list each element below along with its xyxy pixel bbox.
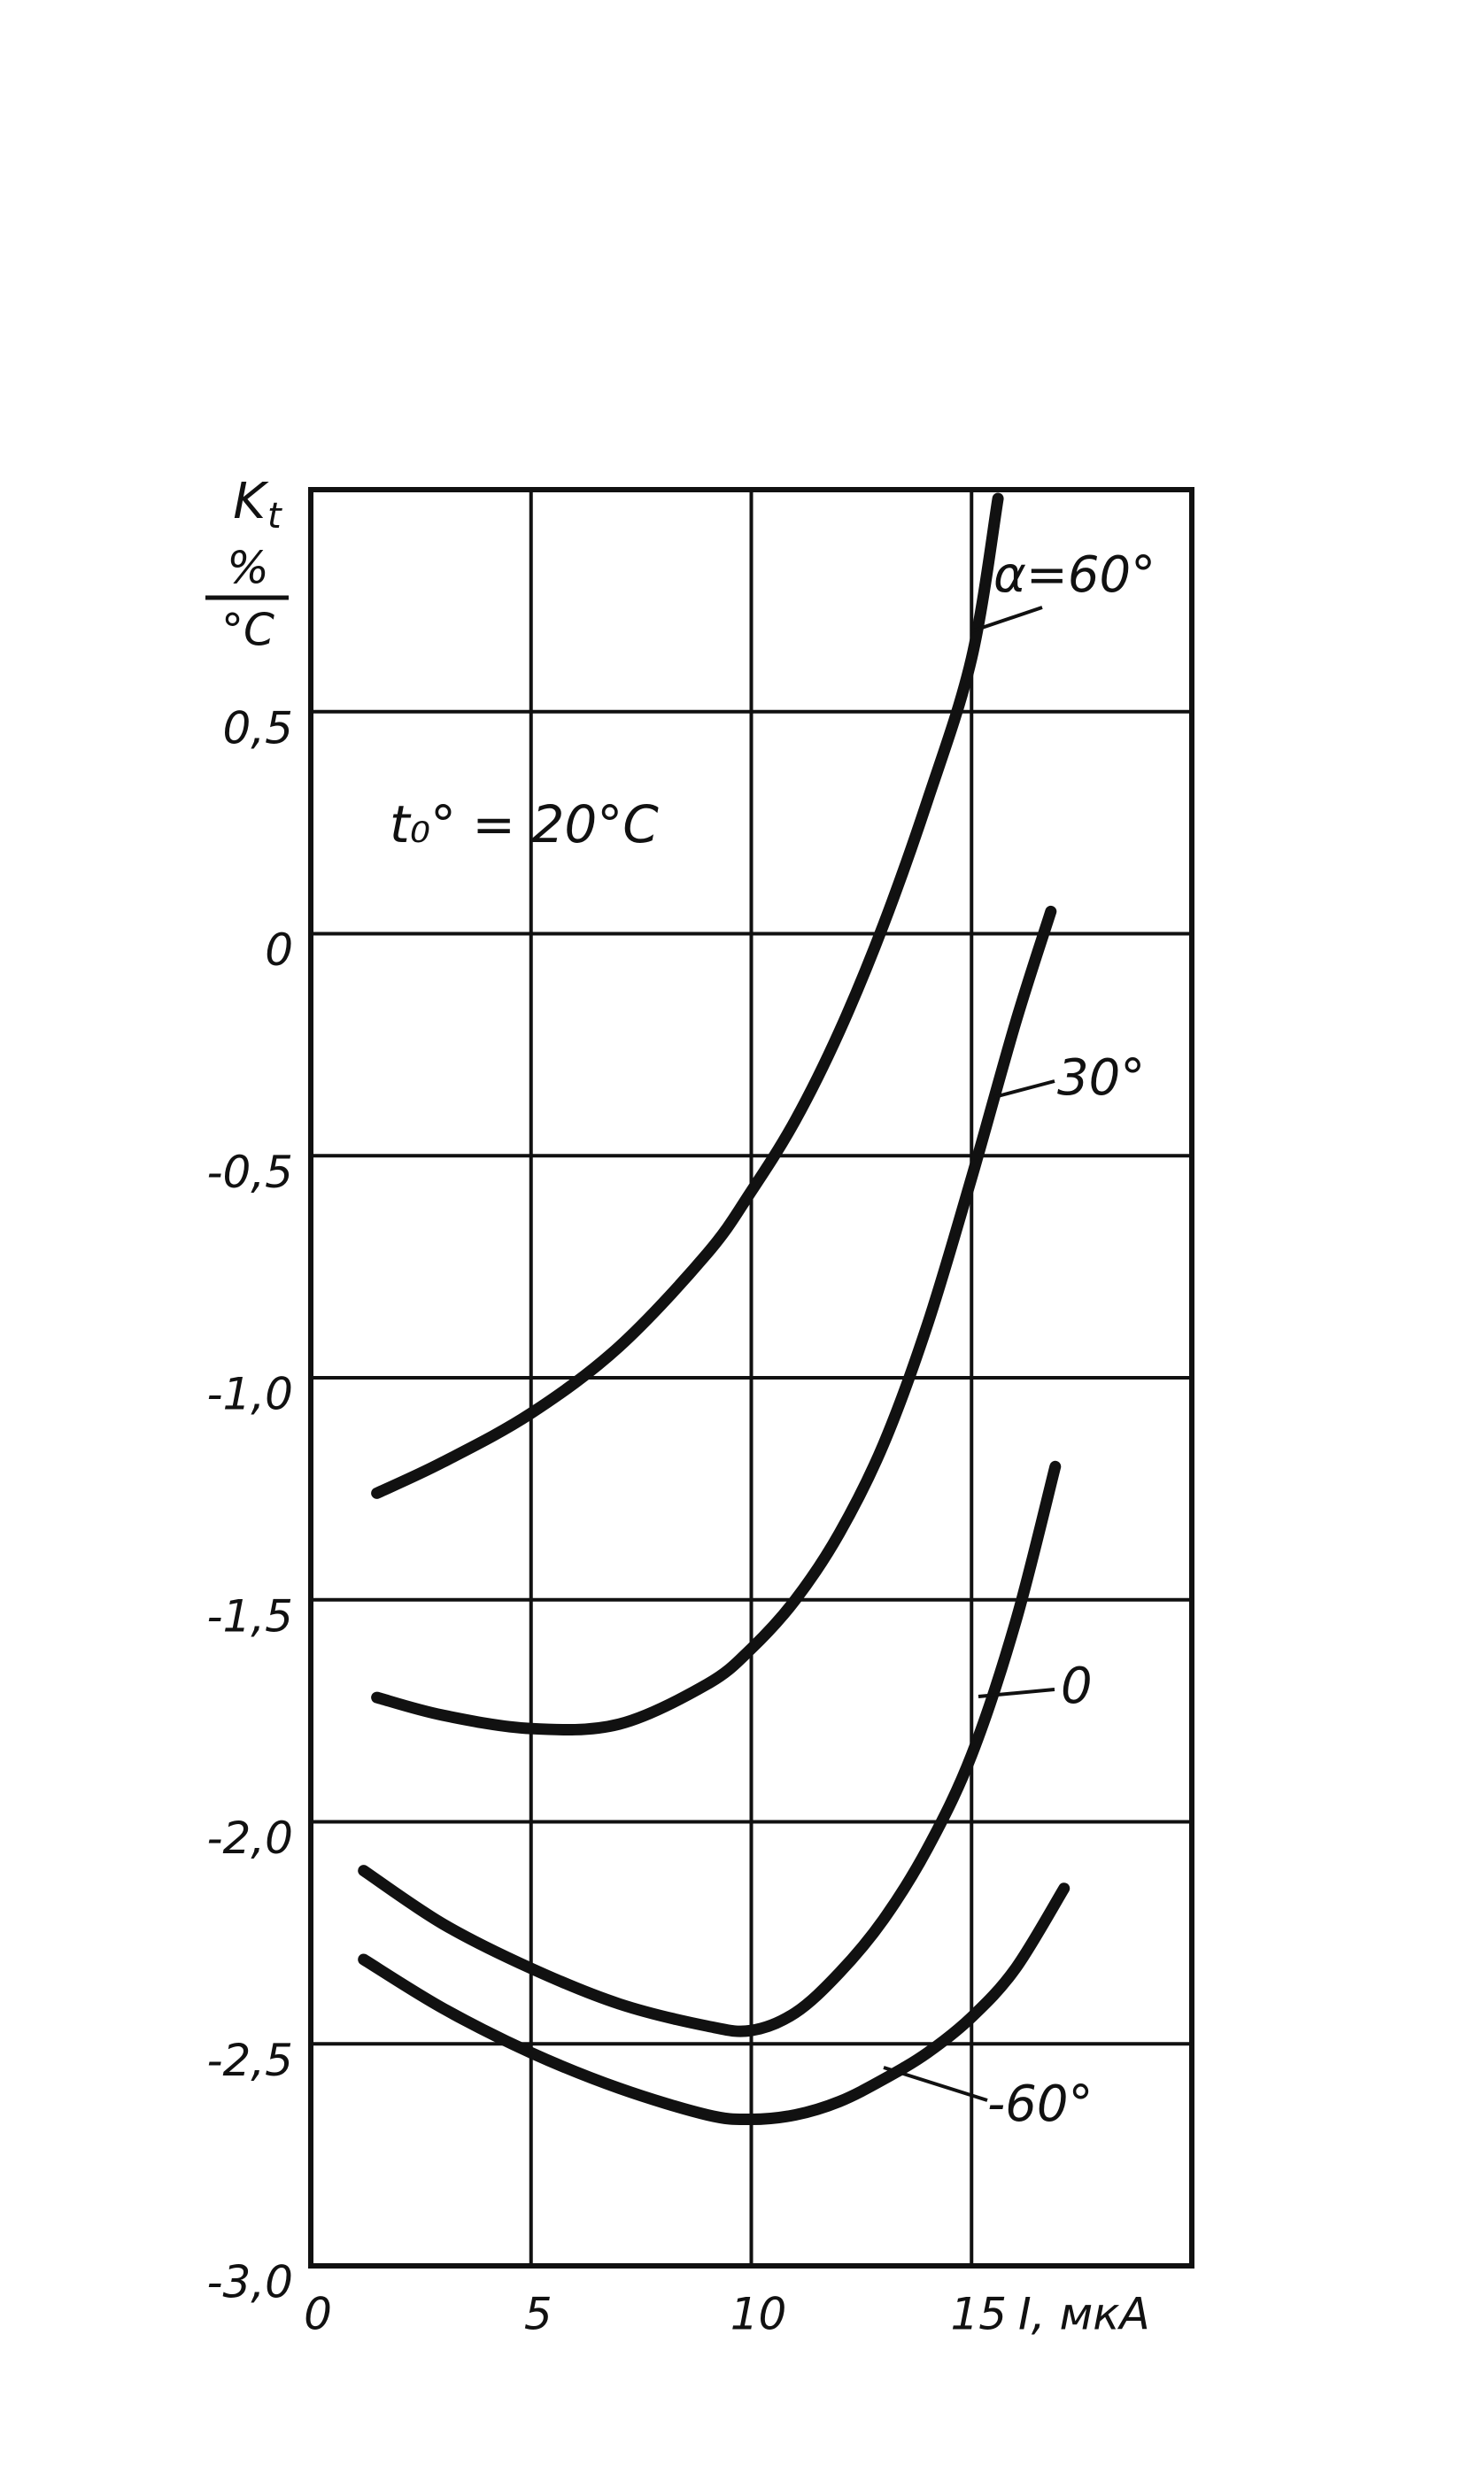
data-line xyxy=(358,1882,1070,2126)
series-label: -60° xyxy=(987,2075,1093,2133)
data-line xyxy=(371,492,1004,1499)
x-tick-label: 10 xyxy=(730,2289,787,2340)
y-tick-label: -0,5 xyxy=(206,1147,293,1198)
y-tick-label: -2,0 xyxy=(206,1813,293,1864)
y-tick-label: -3,0 xyxy=(206,2257,293,2308)
y-label-unit-numerator: % xyxy=(227,543,269,594)
y-label-subscript: t xyxy=(267,496,282,537)
data-line xyxy=(371,905,1057,1736)
x-tick-label: 0 xyxy=(304,2289,332,2340)
x-axis-label: I, мкА xyxy=(1018,2289,1150,2340)
x-tick-label: 15 xyxy=(950,2289,1007,2340)
leader-line xyxy=(970,606,1043,633)
x-tick-label: 5 xyxy=(524,2289,553,2340)
data-line xyxy=(358,1460,1062,2037)
y-label-symbol: K xyxy=(233,473,269,530)
leader-line xyxy=(978,1688,1055,1698)
y-tick-label: 0,5 xyxy=(222,702,293,754)
y-tick-label: -2,5 xyxy=(206,2035,293,2086)
y-tick-label: -1,0 xyxy=(206,1369,293,1420)
leader-line xyxy=(883,2066,988,2102)
y-tick-label: -1,5 xyxy=(206,1590,293,1642)
series-label: α=60° xyxy=(993,546,1156,604)
series-label: 0 xyxy=(1061,1658,1093,1715)
leader-line xyxy=(993,1079,1055,1099)
y-tick-label: 0 xyxy=(265,924,293,976)
y-label-unit-denominator: °C xyxy=(221,605,274,656)
annotation: t₀° = 20°C xyxy=(390,794,659,854)
series-label: 30° xyxy=(1057,1049,1145,1107)
